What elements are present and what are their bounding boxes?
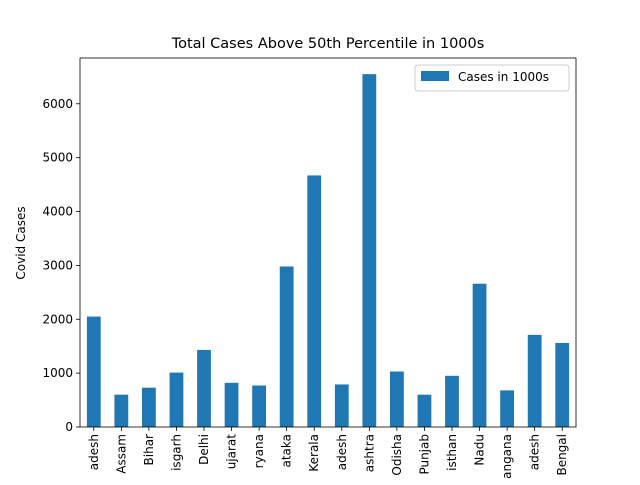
bar: [500, 390, 514, 427]
bar: [334, 384, 349, 427]
legend-swatch: [421, 71, 449, 81]
x-tick-label: ujarat: [225, 434, 239, 470]
x-tick-label: isgarh: [169, 434, 183, 471]
bar: [445, 375, 459, 427]
x-tick-label: Bihar: [142, 434, 156, 466]
y-tick-label: 4000: [42, 205, 73, 219]
y-axis-label: Covid Cases: [14, 206, 28, 279]
legend-label: Cases in 1000s: [458, 70, 549, 84]
bar: [527, 334, 542, 427]
x-tick-label: adesh: [528, 434, 542, 470]
y-tick-label: 0: [65, 420, 73, 434]
x-tick-label: Kerala: [307, 434, 321, 472]
bar: [142, 387, 156, 427]
bar: [114, 394, 129, 427]
bar: [169, 372, 184, 427]
x-tick-label: adesh: [335, 434, 349, 470]
bar: [224, 382, 239, 427]
y-tick-label: 5000: [42, 151, 73, 165]
y-tick-label: 2000: [42, 312, 73, 326]
x-tick-label: Nadu: [473, 434, 487, 466]
x-tick-label: isthan: [445, 434, 459, 471]
bar: [390, 371, 404, 427]
x-tick-label: Punjab: [417, 434, 431, 475]
x-tick-label: Delhi: [197, 434, 211, 465]
bar: [417, 394, 432, 427]
bar: [362, 74, 377, 427]
x-tick-label: Odisha: [390, 434, 404, 476]
plot-area: 0 1000 2000 3000 4000 5000 6000 adesh Assam Bihar…: [42, 57, 577, 479]
chart-title: Total Cases Above 50th Percentile in 100…: [171, 36, 485, 52]
x-tick-label: adesh: [87, 434, 101, 470]
bar: [472, 283, 487, 427]
x-tick-label: ashtra: [362, 434, 376, 472]
x-tick-label: ataka: [280, 434, 294, 468]
x-tick-label: ryana: [252, 434, 266, 468]
y-tick-label: 1000: [42, 366, 73, 380]
bar: [86, 316, 101, 427]
x-tick-label: Assam: [114, 434, 128, 474]
legend-box: [414, 64, 570, 92]
x-tick-label: angana: [500, 434, 514, 479]
y-tick-label: 6000: [42, 97, 73, 111]
legend: Cases in 1000s: [414, 64, 570, 92]
bar: [555, 342, 570, 427]
bar: [307, 175, 322, 427]
bar: [279, 266, 294, 427]
x-tick-label: Bengal: [555, 434, 569, 476]
axes-frame: [79, 57, 577, 428]
y-tick-label: 3000: [42, 258, 73, 272]
bar: [252, 385, 266, 427]
bar: [197, 349, 211, 427]
